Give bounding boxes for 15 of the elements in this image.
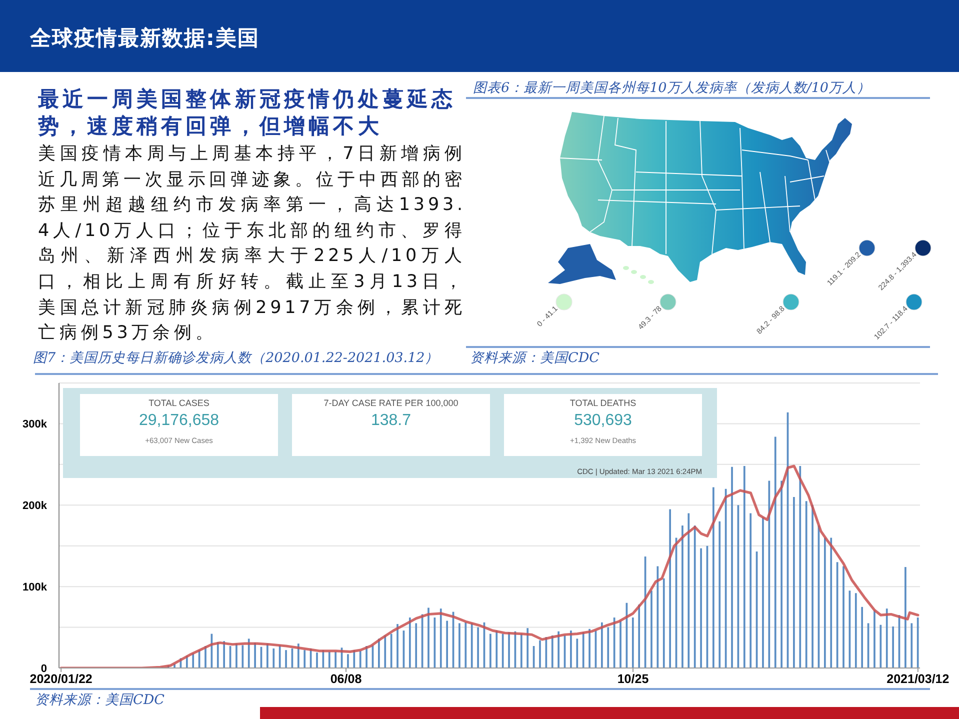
x-tick-label: 2021/03/12 xyxy=(886,672,950,686)
chart-title: 图7：美国历史每日新确诊发病人数（2020.01.22-2021.03.12） xyxy=(33,349,439,367)
y-tick-label: 200k xyxy=(22,500,48,512)
x-tick-label: 10/25 xyxy=(617,672,649,686)
text: 资料来源：美国CDC xyxy=(470,349,600,367)
text: 全球疫情最新数据:美国 xyxy=(30,25,260,52)
y-tick-label: 100k xyxy=(22,581,48,594)
stat-box: 7-DAY CASE RATE PER 100,000 138.7 xyxy=(292,394,490,456)
text: 最近一周美国整体新冠疫情仍处蔓延态势，速度稍有回弹，但增幅不大 xyxy=(38,86,458,140)
annotation: 7-DAY CASE RATE PER 100,000 138.7 xyxy=(322,397,460,431)
text: 资料来源：美国CDC xyxy=(35,691,164,709)
text: 美国疫情本周与上周基本持平，7日新增病例近几周第一次显示回弹迹象。位于中西部的密苏里州超越纽约市发病率第一，高达1393. 4人/10万人口；位于东北部的纽约市、罗得岛州、新泽西州发病率大于225人/10万人口，相比上周有所好转。截止至3月13日，美国总计新冠肺炎病例2917万余例，累计死亡病例53万余例。 xyxy=(38,143,466,346)
y-tick-label: 300k xyxy=(22,418,48,431)
x-tick-label: 06/08 xyxy=(330,672,362,686)
text: 图表6：最新一周美国各州每10万人发病率（发病人数/10万人） xyxy=(473,79,870,97)
